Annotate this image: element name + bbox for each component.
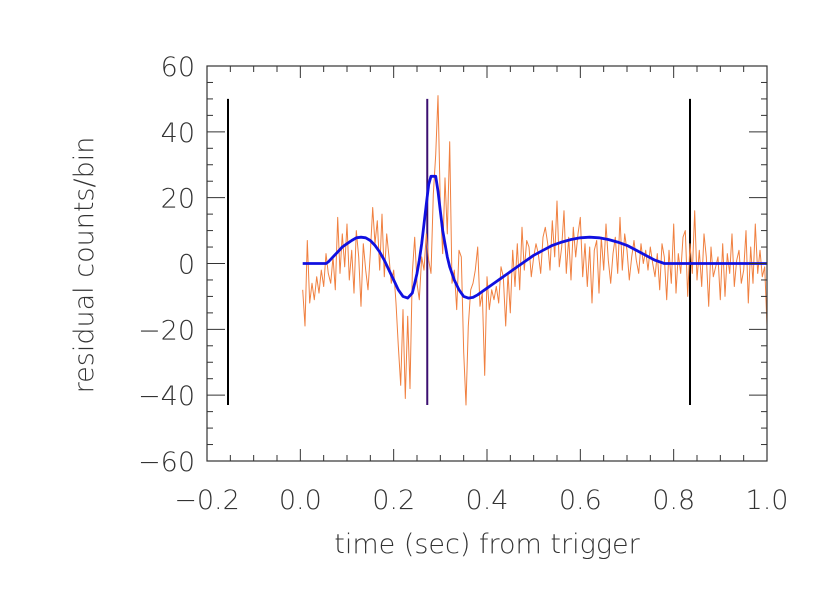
y-tick-label: 60 bbox=[161, 52, 195, 83]
y-tick-labels: 60 40 20 0 −20 −40 −60 bbox=[138, 52, 195, 478]
y-tick-label: −40 bbox=[138, 381, 195, 412]
x-tick-label: 0.2 bbox=[372, 485, 415, 516]
y-tick-label: 40 bbox=[161, 118, 195, 149]
residual-data-line bbox=[302, 95, 768, 406]
x-tick-label: 0.6 bbox=[559, 485, 602, 516]
x-tick-label: 0.0 bbox=[279, 485, 322, 516]
y-tick-label: 20 bbox=[161, 184, 195, 215]
y-axis-label: residual counts/bin bbox=[69, 137, 100, 394]
x-tick-labels: −0.2 0.0 0.2 0.4 0.6 0.8 1.0 bbox=[174, 485, 788, 516]
x-tick-label: 0.8 bbox=[652, 485, 695, 516]
model-fit-line bbox=[302, 174, 767, 300]
x-tick-label: −0.2 bbox=[174, 485, 240, 516]
y-tick-label: −20 bbox=[138, 315, 195, 346]
x-tick-label: 1.0 bbox=[746, 485, 789, 516]
y-tick-label: 0 bbox=[178, 250, 195, 281]
series-group bbox=[302, 95, 768, 406]
x-tick-label: 0.4 bbox=[466, 485, 509, 516]
x-axis-label: time (sec) from trigger bbox=[334, 529, 640, 560]
axis-ticks bbox=[206, 65, 768, 462]
y-tick-label: −60 bbox=[138, 447, 195, 478]
